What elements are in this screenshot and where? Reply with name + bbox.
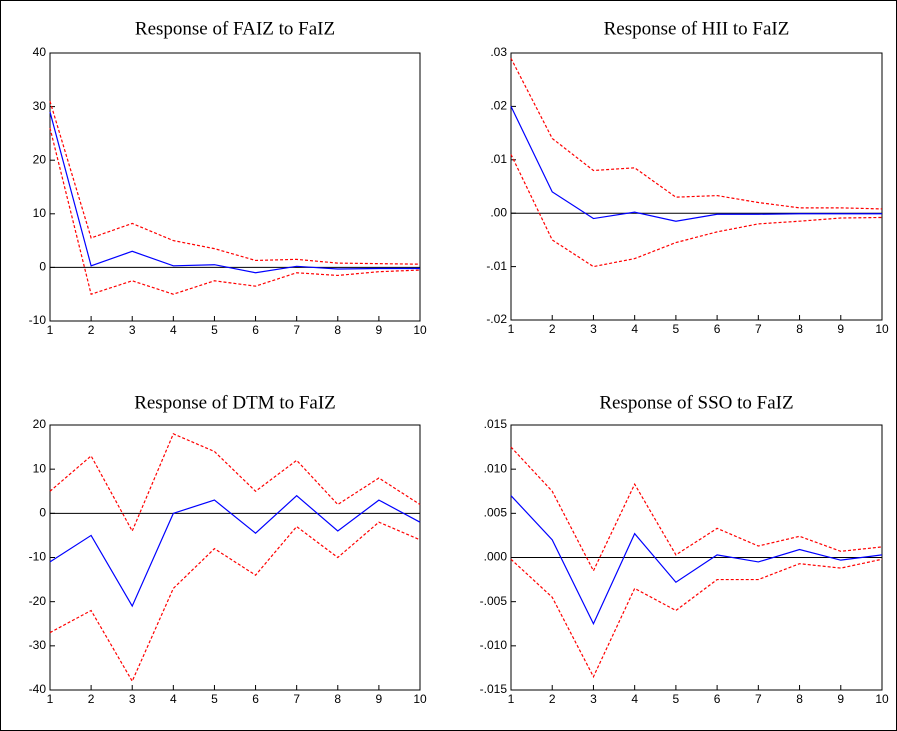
y-tick-label: .01 [490, 152, 507, 166]
x-tick-label: 8 [334, 692, 341, 706]
x-tick-label: 8 [796, 692, 803, 706]
plot-frame [49, 424, 421, 691]
x-tick-label: 1 [47, 692, 54, 706]
chart-title: Response of DTM to FaIZ [134, 392, 336, 413]
y-tick-label: -10 [29, 313, 47, 327]
y-tick-label: -30 [29, 638, 47, 652]
y-tick-label: -.01 [486, 259, 507, 273]
x-tick-label: 7 [755, 322, 762, 336]
y-tick-label: .03 [490, 45, 507, 59]
x-tick-label: 8 [334, 323, 341, 337]
y-tick-label: 10 [33, 461, 47, 475]
y-tick-label: 20 [33, 152, 47, 166]
y-tick-label: 30 [33, 99, 47, 113]
x-tick-label: 6 [252, 692, 259, 706]
x-tick-label: 2 [549, 322, 556, 336]
x-tick-label: 7 [293, 692, 300, 706]
series-line [49, 111, 420, 274]
series-line [49, 433, 421, 533]
x-tick-label: 3 [129, 323, 136, 337]
x-tick-label: 1 [508, 692, 515, 706]
x-tick-label: 9 [837, 322, 844, 336]
x-tick-label: 10 [413, 692, 427, 706]
y-tick-label: 10 [33, 206, 47, 220]
x-tick-label: 2 [88, 323, 95, 337]
x-tick-label: 7 [293, 323, 300, 337]
series-line [510, 106, 882, 222]
y-tick-label: .015 [484, 417, 508, 431]
x-tick-label: 1 [47, 323, 54, 337]
y-tick-label: 0 [39, 506, 46, 520]
series-line [49, 494, 421, 608]
x-tick-label: 10 [413, 323, 427, 337]
x-tick-label: 9 [376, 692, 383, 706]
plot-frame [510, 52, 883, 321]
y-tick-label: -40 [29, 682, 47, 696]
x-tick-label: 6 [714, 322, 721, 336]
y-tick-label: .000 [484, 550, 508, 564]
x-tick-label: 10 [875, 692, 889, 706]
x-tick-label: 4 [170, 692, 177, 706]
x-tick-label: 10 [875, 322, 889, 336]
plot-frame [49, 52, 421, 322]
y-tick-label: .010 [484, 461, 508, 475]
x-tick-label: 6 [252, 323, 259, 337]
x-tick-label: 1 [508, 322, 515, 336]
y-tick-label: -.010 [480, 638, 508, 652]
series-line [510, 154, 883, 268]
x-tick-label: 3 [590, 322, 597, 336]
x-tick-label: 7 [755, 692, 762, 706]
y-tick-label: -.005 [480, 594, 508, 608]
series-line [510, 558, 883, 679]
chart-title: Response of HII to FaIZ [604, 18, 790, 39]
x-tick-label: 5 [211, 323, 218, 337]
x-tick-label: 8 [796, 322, 803, 336]
x-tick-label: 5 [673, 692, 680, 706]
x-tick-label: 9 [376, 323, 383, 337]
series-line [49, 101, 421, 265]
series-line [510, 446, 883, 573]
x-tick-label: 5 [673, 322, 680, 336]
series-line [49, 521, 421, 683]
y-tick-label: -.02 [486, 312, 507, 326]
x-tick-label: 3 [590, 692, 597, 706]
y-tick-label: 40 [33, 45, 47, 59]
y-tick-label: .00 [490, 205, 507, 219]
series-line [510, 58, 883, 210]
y-tick-label: 0 [39, 260, 46, 274]
y-tick-label: -10 [29, 550, 47, 564]
chart-title: Response of SSO to FaIZ [599, 392, 793, 413]
x-tick-label: 9 [837, 692, 844, 706]
series-line [49, 127, 421, 295]
chart-title: Response of FAIZ to FaIZ [135, 18, 335, 39]
x-tick-label: 3 [129, 692, 136, 706]
y-tick-label: -20 [29, 594, 47, 608]
series-line [510, 495, 883, 626]
y-tick-label: 20 [33, 417, 47, 431]
x-tick-label: 2 [549, 692, 556, 706]
x-tick-label: 2 [88, 692, 95, 706]
x-tick-label: 5 [211, 692, 218, 706]
y-tick-label: -.015 [480, 682, 508, 696]
x-tick-label: 4 [170, 323, 177, 337]
y-tick-label: .005 [484, 506, 508, 520]
x-tick-label: 4 [631, 692, 638, 706]
x-tick-label: 6 [714, 692, 721, 706]
y-tick-label: .02 [490, 99, 507, 113]
x-tick-label: 4 [631, 322, 638, 336]
